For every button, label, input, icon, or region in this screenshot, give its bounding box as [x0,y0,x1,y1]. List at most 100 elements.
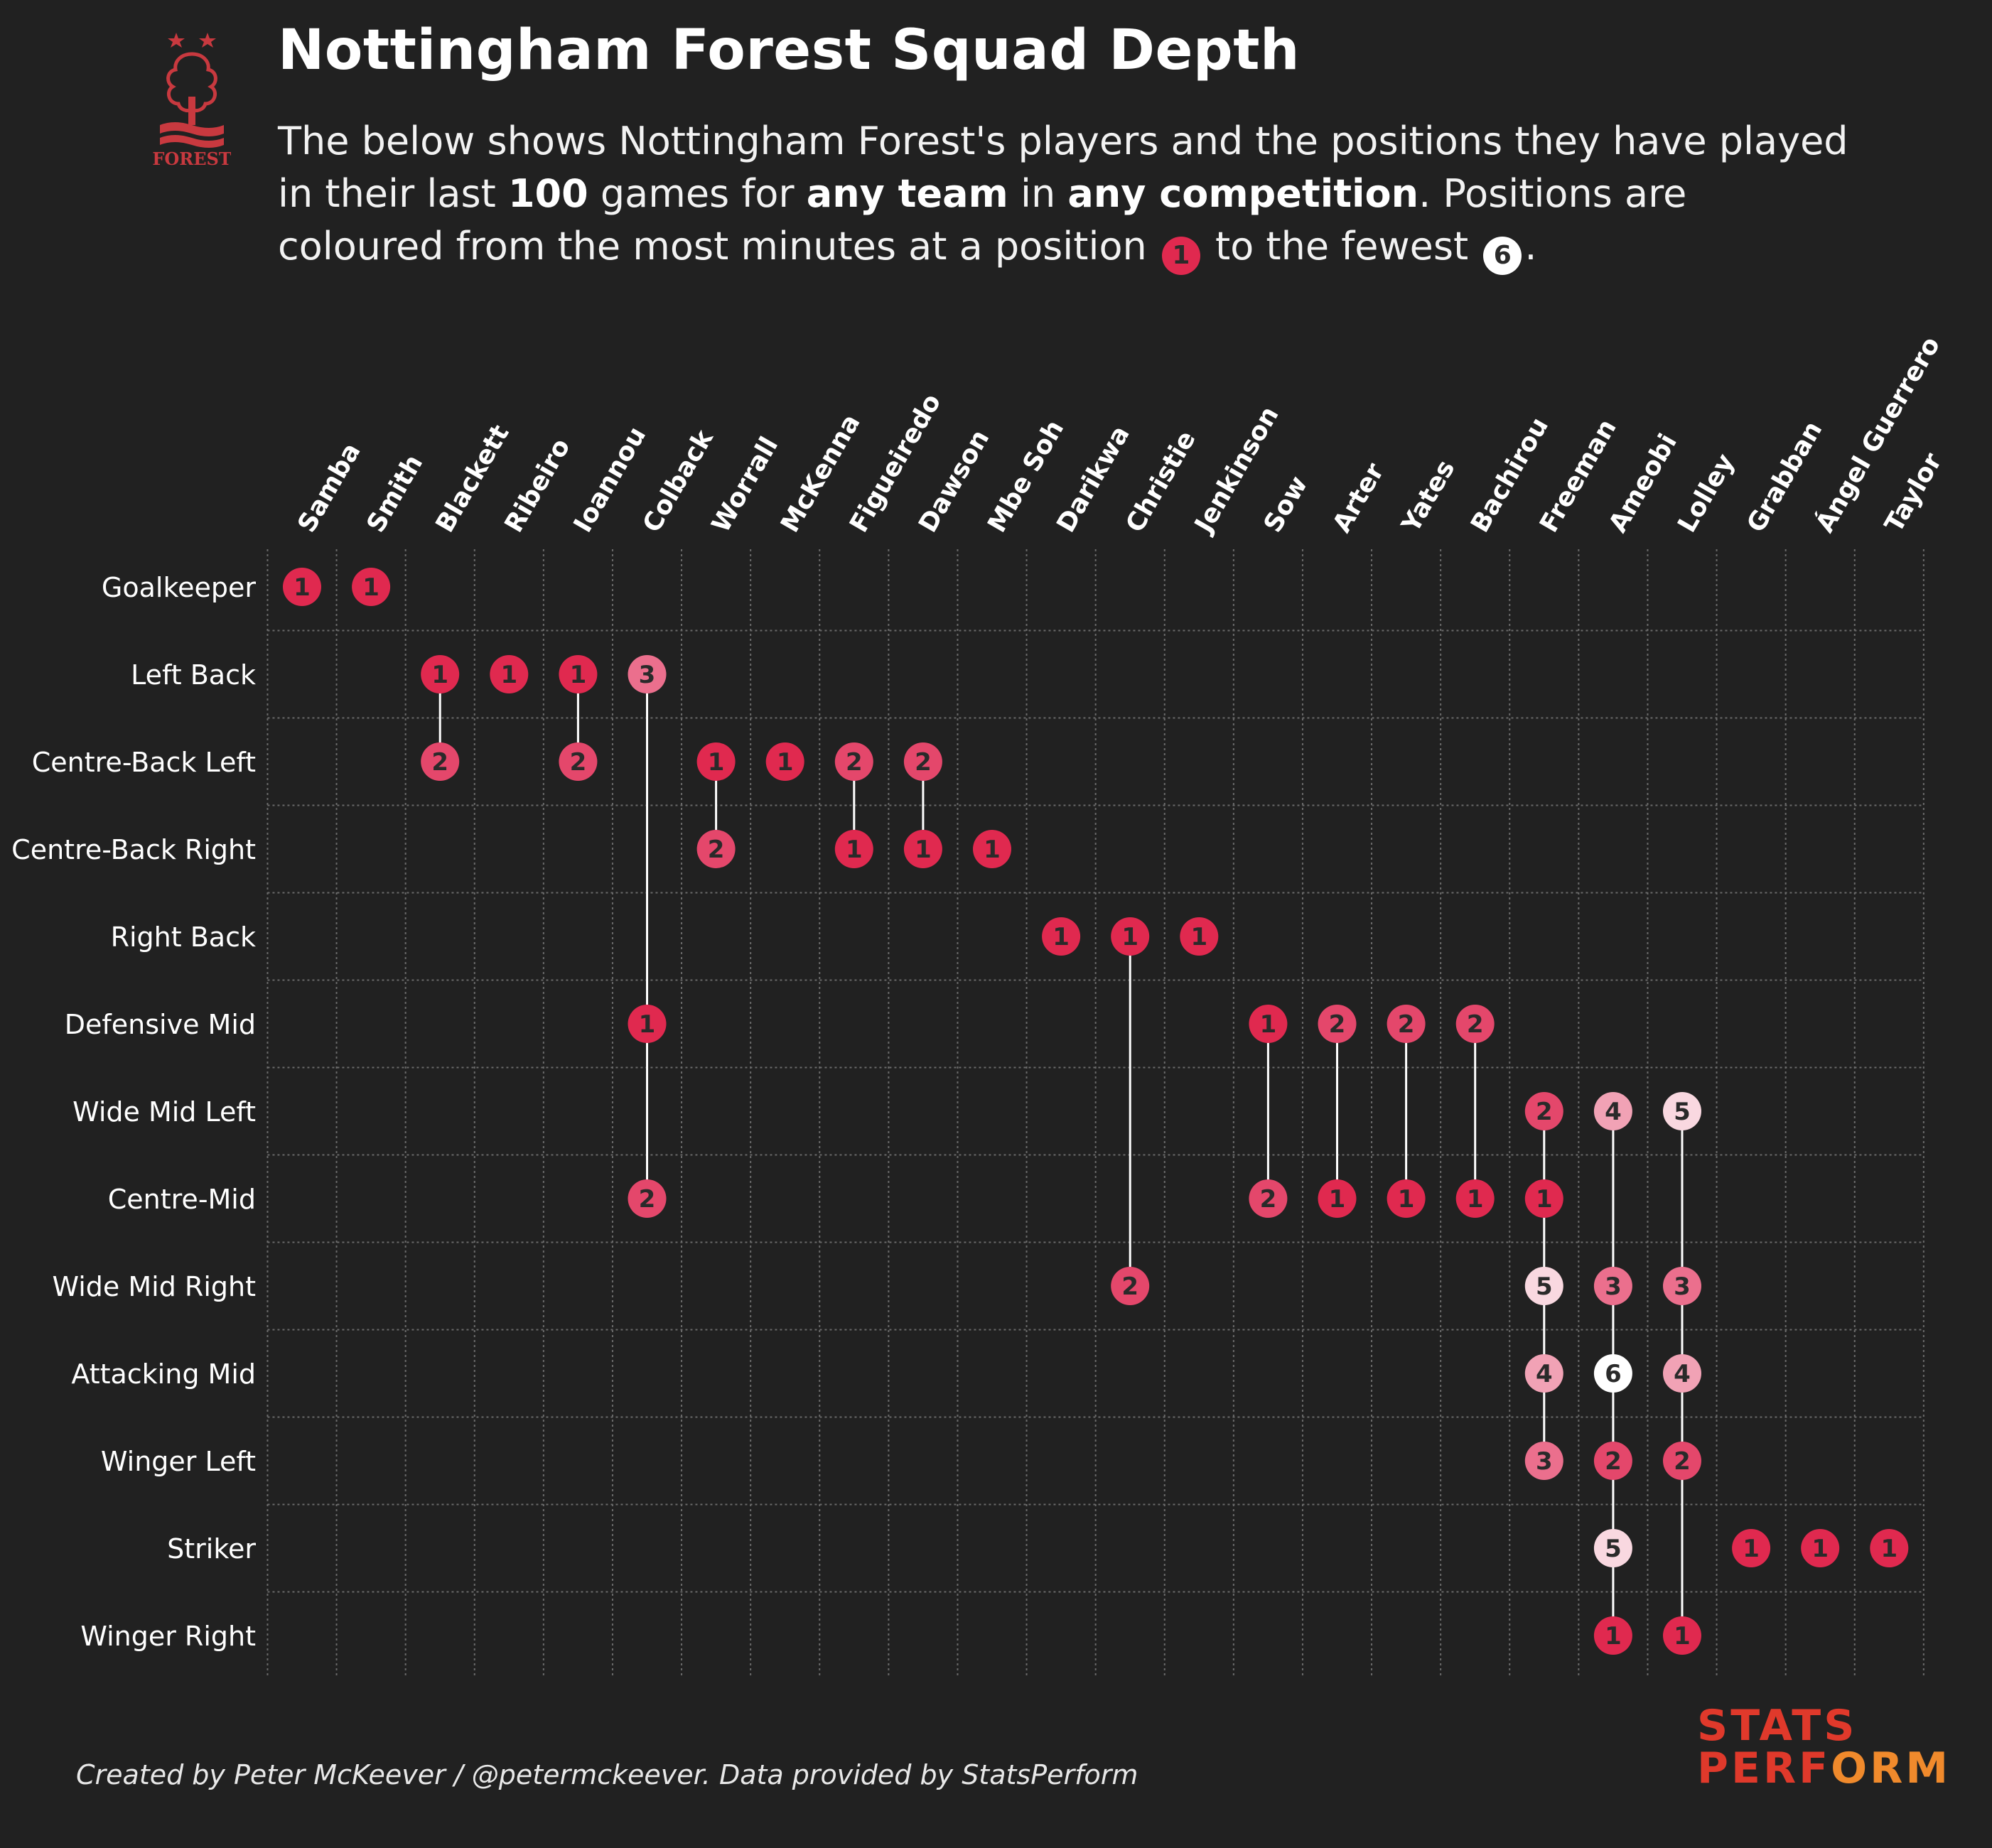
rank-label: 2 [1674,1447,1691,1476]
brand-sunburst-o: O [1831,1744,1870,1793]
rank-label: 1 [1052,923,1070,951]
rank-dot [628,1005,667,1043]
nottingham-forest-crest-icon: FOREST [153,33,231,168]
rank-dot [1524,1442,1563,1480]
rank-dot [1593,1267,1632,1305]
rank-dot [1455,1179,1495,1218]
position-label: Defensive Mid [65,1009,256,1040]
rank-label: 2 [915,748,932,777]
rank-label: 4 [1605,1098,1622,1126]
legend-fewest-dot: 6 [1483,237,1522,275]
rank-dot [1732,1529,1771,1567]
rank-dot [1111,1267,1150,1305]
rank-dot [1593,1529,1632,1567]
rank-dot [973,830,1011,868]
subtitle-text: to the fewest [1202,224,1481,269]
brand-text: RM [1870,1744,1951,1793]
player-label: Arter [1328,458,1390,538]
rank-label: 2 [570,748,587,777]
rank-label: 2 [708,836,725,864]
rank-dot [1249,1005,1288,1043]
rank-label: 1 [846,836,863,864]
rank-label: 2 [431,748,448,777]
rank-dot [834,742,873,781]
rank-label: 2 [1260,1185,1277,1214]
rank-label: 1 [1811,1535,1829,1563]
brand-line-1: STATS [1697,1701,1858,1751]
rank-dot [1042,917,1081,956]
rank-label: 2 [1121,1272,1138,1301]
rank-label: 1 [777,748,794,777]
position-label: Centre-Back Left [32,747,256,778]
position-label: Wide Mid Right [53,1271,256,1302]
rank-label: 1 [1674,1622,1691,1650]
rank-label: 1 [362,573,379,602]
player-label: Yates [1396,455,1460,539]
rank-dot [490,655,529,693]
crest-text: FOREST [153,148,231,168]
rank-label: 2 [1398,1010,1415,1039]
rank-dot [1387,1179,1426,1218]
legend-most-dot: 1 [1161,237,1200,275]
rank-dot [283,568,321,606]
rank-label: 1 [570,661,587,689]
subtitle-text: games for [588,171,807,216]
rank-label: 1 [984,836,1001,864]
rank-dot [1111,917,1150,956]
rank-dot [696,830,736,868]
stats-perform-logo: STATS PERFORM [1697,1701,1953,1800]
rank-dot [903,830,942,868]
rank-dot [1663,1267,1701,1305]
player-label: Ribeiro [500,433,576,537]
rank-dot [1663,1354,1701,1393]
position-label: Wide Mid Left [72,1096,256,1128]
rank-label: 5 [1674,1098,1691,1126]
rank-dot [1318,1179,1357,1218]
brand-line-2: PERFORM [1697,1744,1951,1793]
rank-label: 4 [1536,1360,1553,1388]
rank-dot [1870,1529,1909,1567]
subtitle-line-3: coloured from the most minutes at a posi… [278,220,1912,275]
subtitle-emphasis: 100 [507,171,588,216]
rank-dot [1593,1354,1632,1393]
position-label: Centre-Back Right [11,834,256,865]
position-label: Winger Left [101,1446,256,1477]
subtitle-text: . Positions are [1418,171,1687,216]
rank-label: 3 [1674,1272,1691,1301]
player-label: Taylor [1880,448,1948,538]
rank-dot [834,830,873,868]
player-label: Worrall [706,432,784,537]
rank-dot [903,742,942,781]
rank-label: 5 [1605,1535,1622,1563]
player-label: Lolley [1672,449,1740,538]
rank-label: 1 [1329,1185,1346,1214]
position-label: Right Back [111,922,256,953]
position-label: Winger Right [80,1621,256,1652]
rank-dot [1524,1092,1563,1130]
rank-label: 5 [1536,1272,1553,1301]
rank-label: 2 [1467,1010,1484,1039]
subtitle-text: coloured from the most minutes at a posi… [278,224,1159,269]
player-label: Smith [361,450,429,537]
rank-dot [696,742,736,781]
rank-dot [1593,1616,1632,1655]
chart-subtitle: The below shows Nottingham Forest's play… [278,115,1912,275]
rank-dot [1524,1354,1563,1393]
rank-label: 1 [1398,1185,1415,1214]
rank-label: 1 [1743,1535,1760,1563]
rank-label: 3 [1536,1447,1553,1476]
rank-dot [1593,1092,1632,1130]
rank-dot [1387,1005,1426,1043]
rank-dot [1455,1005,1495,1043]
chart-title: Nottingham Forest Squad Depth [278,18,1301,82]
rank-label: 2 [1605,1447,1622,1476]
player-label: Sow [1259,471,1313,537]
rank-dot [1663,1442,1701,1480]
rank-dot [1249,1179,1288,1218]
rank-label: 1 [639,1010,656,1039]
subtitle-line-2: in their last 100 games for any team in … [278,168,1912,220]
rank-label: 1 [915,836,932,864]
rank-label: 1 [1536,1185,1553,1214]
position-label: Striker [167,1533,256,1565]
